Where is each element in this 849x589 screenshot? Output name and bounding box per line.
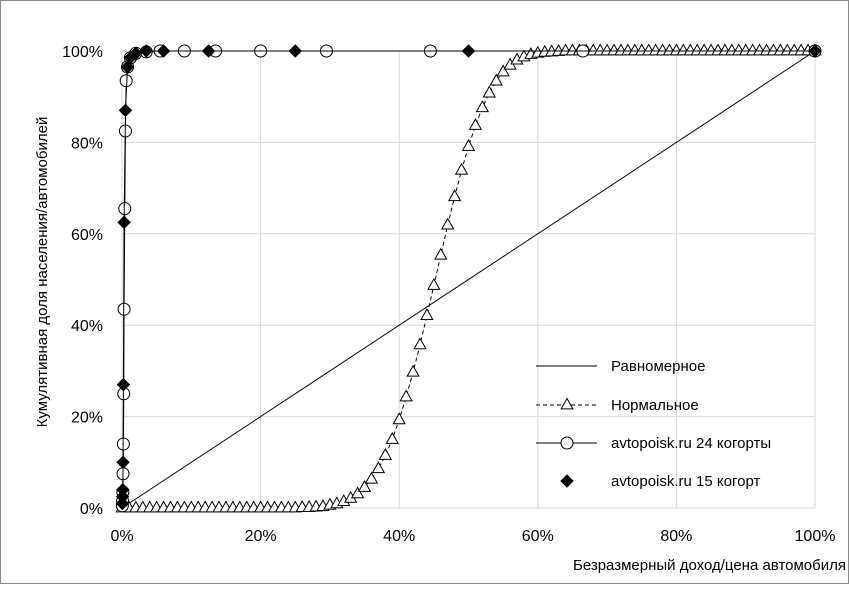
y-tick-label: 0% <box>80 501 103 518</box>
y-axis-title: Кумулятивная доля населения/автомобилей <box>34 117 51 428</box>
x-tick-label: 40% <box>383 528 415 545</box>
data-point <box>461 44 476 58</box>
x-axis-title: Безразмерный доход/цена автомобиля <box>573 557 846 574</box>
data-point <box>385 431 399 444</box>
legend-label: avtopoisk.ru 24 когорты <box>611 435 771 452</box>
data-point <box>119 74 133 88</box>
data-point <box>120 60 135 74</box>
data-point <box>482 85 496 98</box>
data-point <box>116 377 131 392</box>
data-point <box>475 100 490 113</box>
data-point <box>420 308 434 321</box>
data-point <box>378 447 393 460</box>
x-tick-label: 20% <box>245 528 277 545</box>
x-tick-label: 60% <box>522 528 554 545</box>
data-point <box>116 483 130 497</box>
data-point <box>364 471 379 484</box>
legend: Равномерное Нормальное avtopoisk.ru 24 ког… <box>536 358 771 490</box>
data-point <box>288 44 302 58</box>
series-2 <box>115 43 822 513</box>
y-tick-label: 40% <box>71 318 103 335</box>
data-point <box>117 215 131 230</box>
data-point <box>156 44 171 58</box>
data-point <box>392 412 406 425</box>
legend-marker <box>560 397 574 410</box>
series-line <box>121 50 816 509</box>
data-point <box>116 455 130 470</box>
data-point <box>434 247 448 260</box>
legend-marker <box>560 474 574 488</box>
x-tick-label: 0% <box>110 528 133 545</box>
data-point <box>461 138 476 151</box>
legend-marker <box>560 436 574 450</box>
x-tick-label: 100% <box>795 528 836 545</box>
data-point <box>427 277 441 290</box>
data-point <box>357 479 372 492</box>
data-point <box>201 44 216 58</box>
data-point <box>447 189 462 202</box>
x-tick-label: 80% <box>660 528 692 545</box>
legend-label: Равномерное <box>611 358 705 375</box>
y-tick-label: 80% <box>71 135 103 152</box>
series-layer <box>115 43 822 513</box>
data-point <box>454 162 469 175</box>
y-tick-label: 60% <box>71 227 103 244</box>
data-point <box>808 44 822 58</box>
legend-label: Нормальное <box>611 397 699 414</box>
data-point <box>468 117 483 130</box>
data-point <box>371 461 386 474</box>
data-point <box>118 103 133 118</box>
y-tick-label: 20% <box>71 410 103 427</box>
y-tick-label: 100% <box>62 44 103 61</box>
data-point <box>496 64 510 77</box>
data-point <box>399 389 413 402</box>
series-4 <box>115 44 822 511</box>
data-point <box>441 217 455 230</box>
data-point <box>139 44 153 58</box>
series-1 <box>121 50 816 509</box>
tick-layer: 0% 20% 40% 60% 80% 100% 0% 20% 40% 60% 80% 100% <box>62 44 835 545</box>
legend-label: avtopoisk.ru 15 когорт <box>611 473 760 490</box>
data-point <box>406 364 420 377</box>
data-point <box>350 486 365 499</box>
data-point <box>489 73 503 86</box>
data-point <box>413 337 427 350</box>
